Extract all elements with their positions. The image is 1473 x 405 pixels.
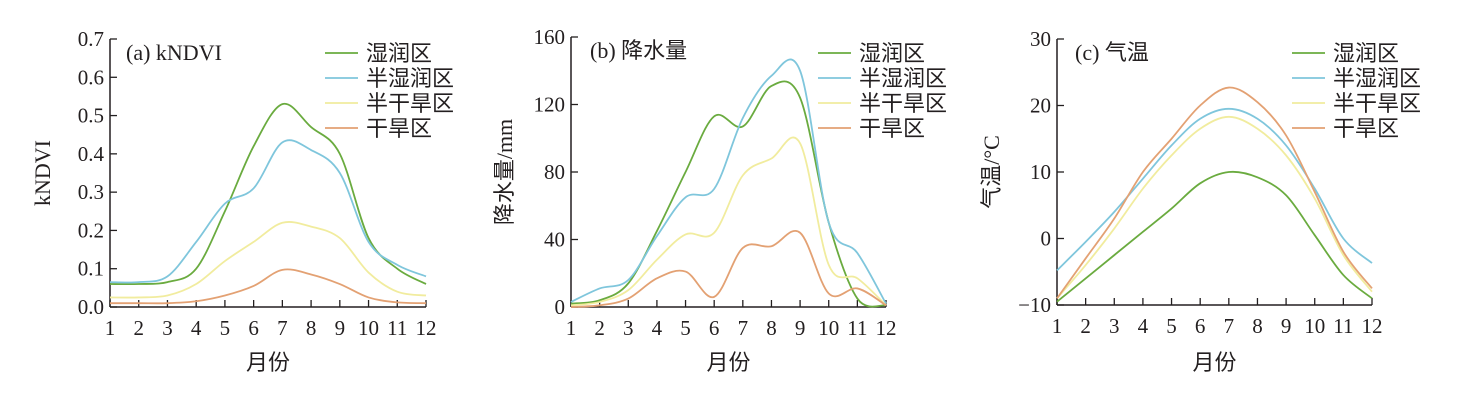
x-tick-label: 10 [1304,314,1325,338]
x-tick-label: 8 [766,316,777,340]
x-tick-label: 6 [709,316,720,340]
series-line-3 [570,230,887,308]
y-tick-label: 160 [534,25,566,49]
x-tick-label: 1 [1052,314,1063,338]
legend-label: 半湿润区 [1333,66,1421,91]
x-tick-label: 6 [248,316,259,340]
legend-label: 湿润区 [1333,41,1399,66]
x-tick-label: 11 [387,316,407,340]
legend-label: 半湿润区 [859,66,947,91]
y-tick-label: 80 [544,160,565,184]
y-tick-label: 0.7 [78,27,104,51]
x-tick-label: 2 [133,316,144,340]
x-tick-label: 5 [680,316,691,340]
y-tick-label: 40 [544,228,565,252]
series-line-1 [1056,107,1373,272]
x-tick-label: 6 [1195,314,1206,338]
y-tick-label: 0.5 [78,104,104,128]
y-tick-label: 30 [1030,27,1051,51]
x-tick-label: 12 [416,316,437,340]
x-axis-label: 月份 [706,350,750,375]
x-tick-label: 4 [1138,314,1149,338]
x-tick-label: 4 [652,316,663,340]
series-line-3 [110,268,427,305]
x-tick-label: 9 [1281,314,1292,338]
y-tick-label: 0.0 [78,295,104,319]
x-tick-label: 5 [220,316,231,340]
y-tick-label: 0.1 [78,257,104,281]
legend-label: 湿润区 [366,41,432,66]
x-tick-label: 5 [1166,314,1177,338]
x-tick-label: 12 [876,316,897,340]
series-line-1 [109,139,427,284]
legend-label: 干旱区 [859,116,925,141]
series-line-0 [109,102,427,286]
x-tick-label: 12 [1362,314,1383,338]
x-tick-label: 4 [191,316,202,340]
y-tick-label: −10 [1018,293,1051,317]
x-tick-label: 8 [1252,314,1263,338]
x-tick-label: 11 [847,316,867,340]
x-tick-label: 9 [335,316,346,340]
x-tick-label: 11 [1333,314,1353,338]
x-tick-label: 7 [1224,314,1235,338]
series-line-2 [109,221,427,299]
y-axis-label: 气温/°C [979,135,1004,209]
x-axis-label: 月份 [246,350,290,375]
series-line-0 [1056,170,1373,303]
x-tick-label: 2 [1080,314,1091,338]
series-line-3 [1056,86,1373,299]
series-line-2 [1056,115,1373,299]
panel-title: (c) 气温 [1075,40,1149,65]
panel-title: (a) kNDVI [126,40,222,65]
x-tick-label: 9 [795,316,806,340]
legend-label: 半湿润区 [366,66,454,91]
x-tick-label: 1 [105,316,116,340]
x-tick-label: 7 [277,316,288,340]
y-axis-label: kNDVI [30,140,55,206]
y-tick-label: 0.2 [78,218,104,242]
x-tick-label: 3 [623,316,634,340]
x-tick-label: 10 [358,316,379,340]
legend-label: 半干旱区 [1333,91,1421,116]
x-tick-label: 8 [306,316,317,340]
series-line-0 [570,80,887,308]
y-axis-label: 降水量/mm [492,119,517,225]
legend-label: 半干旱区 [859,91,947,116]
x-tick-label: 2 [594,316,605,340]
y-tick-label: 120 [534,93,566,117]
series-line-1 [570,58,887,305]
legend-label: 干旱区 [1333,116,1399,141]
y-tick-label: 0.3 [78,180,104,204]
panel-title: (b) 降水量 [590,38,687,63]
y-tick-label: 0 [1041,227,1052,251]
series-line-2 [570,136,887,307]
x-tick-label: 10 [818,316,839,340]
legend-label: 湿润区 [859,41,925,66]
x-axis-label: 月份 [1192,350,1236,375]
legend-label: 半干旱区 [366,91,454,116]
x-tick-label: 3 [1109,314,1120,338]
x-tick-label: 1 [566,316,577,340]
y-tick-label: 10 [1030,160,1051,184]
x-tick-label: 3 [162,316,173,340]
legend-label: 干旱区 [366,116,432,141]
x-tick-label: 7 [738,316,749,340]
chart-panel-0: 0.00.10.20.30.40.50.60.71 2 3 4 5 6 7 8 9 10 11 12月… [30,27,454,375]
y-tick-label: 20 [1030,94,1051,118]
y-tick-label: 0.4 [78,142,105,166]
y-tick-label: 0 [555,295,566,319]
y-tick-label: 0.6 [78,65,104,89]
